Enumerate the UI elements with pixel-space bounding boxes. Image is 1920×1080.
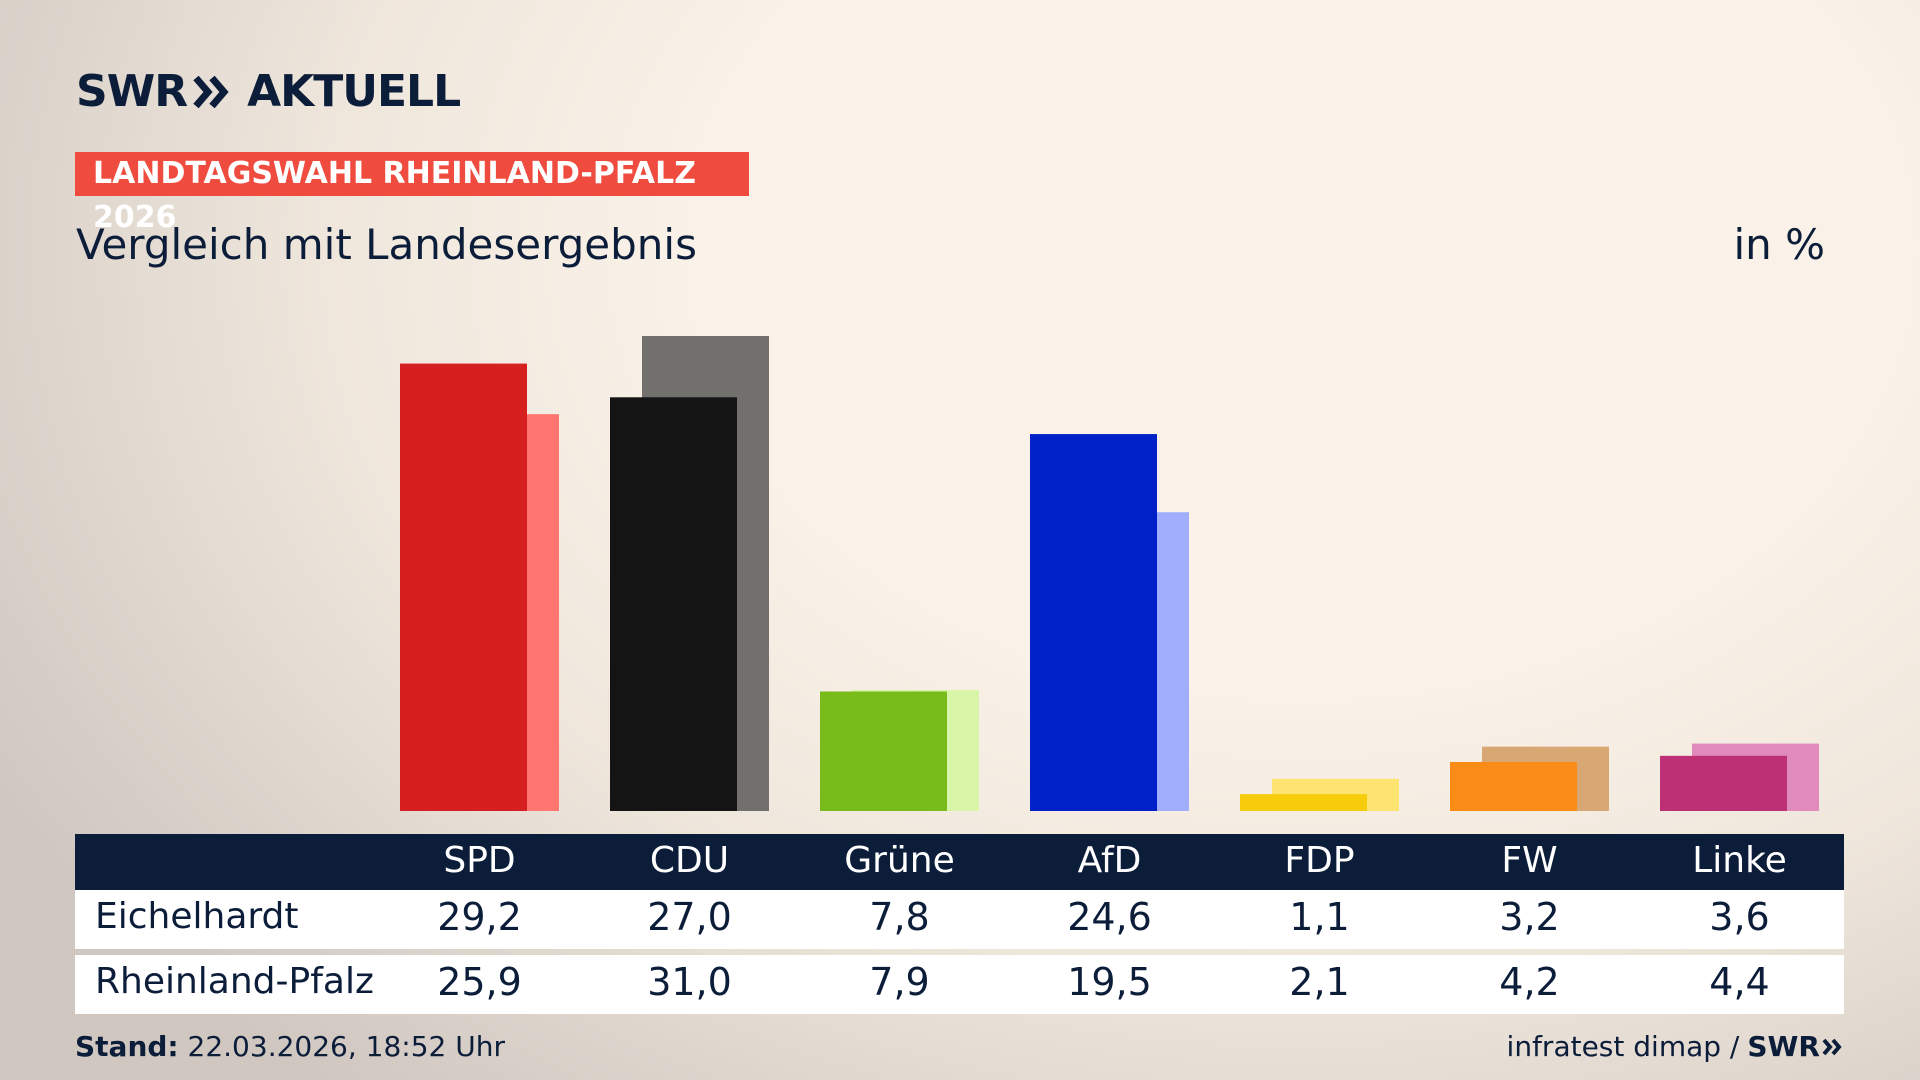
bar: [1450, 761, 1577, 811]
footer-label: Stand:: [75, 1030, 179, 1063]
bar: [610, 397, 737, 811]
bar: [1240, 794, 1367, 811]
value-cell: 31,0: [647, 960, 732, 1004]
logo: SWR AKTUELL: [76, 66, 461, 117]
table-row: Rheinland-Pfalz 25,9 31,0 7,9 19,5 2,1 4,2 4,4: [75, 955, 1844, 1014]
chevrons: [1822, 1038, 1842, 1055]
column-header: Grüne: [844, 840, 955, 881]
chart: [400, 336, 1819, 811]
column-header: Linke: [1692, 840, 1787, 881]
value-cell: 19,5: [1067, 960, 1152, 1004]
table-header: SPD CDU Grüne AfD FDP FW Linke: [75, 834, 1844, 890]
kicker: LANDTAGSWAHL RHEINLAND-PFALZ 2026: [75, 152, 749, 235]
brand: SWR: [76, 66, 188, 117]
value-cell: 4,4: [1709, 960, 1770, 1004]
value-cell: 3,2: [1499, 895, 1560, 939]
brand-suffix: AKTUELL: [247, 66, 461, 117]
bar: [1660, 755, 1787, 811]
value-cell: 2,1: [1289, 960, 1350, 1004]
column-header: FW: [1501, 840, 1558, 881]
value-cell: 7,9: [869, 960, 930, 1004]
column-header: AfD: [1077, 840, 1142, 881]
bar: [400, 363, 527, 811]
unit: in %: [1733, 220, 1825, 269]
footer-date: 22.03.2026, 18:52 Uhr: [187, 1030, 505, 1063]
value-cell: 24,6: [1067, 895, 1152, 939]
value-cell: 1,1: [1289, 895, 1350, 939]
footer: Stand: 22.03.2026, 18:52 Uhr: [75, 1030, 505, 1063]
value-cell: 25,9: [437, 960, 522, 1004]
value-cell: 3,6: [1709, 895, 1770, 939]
column-header: FDP: [1284, 840, 1355, 881]
value-cell: 27,0: [647, 895, 732, 939]
source-text: infratest dimap /: [1506, 1030, 1740, 1063]
chart-title: Vergleich mit Landesergebnis: [76, 220, 697, 269]
source-brand: SWR: [1747, 1030, 1820, 1063]
table-row: Eichelhardt 29,2 27,0 7,8 24,6 1,1 3,2 3,6: [75, 890, 1844, 949]
bar: [1030, 434, 1157, 811]
source: infratest dimap / SWR: [1507, 1030, 1844, 1063]
column-header: SPD: [443, 840, 516, 881]
bar: [820, 691, 947, 811]
value-cell: 7,8: [869, 895, 930, 939]
row-label: Eichelhardt: [95, 896, 299, 937]
column-header: CDU: [649, 840, 730, 881]
value-cell: 4,2: [1499, 960, 1560, 1004]
chevrons: [193, 75, 229, 108]
row-label: Rheinland-Pfalz: [95, 961, 374, 1002]
value-cell: 29,2: [437, 895, 522, 939]
